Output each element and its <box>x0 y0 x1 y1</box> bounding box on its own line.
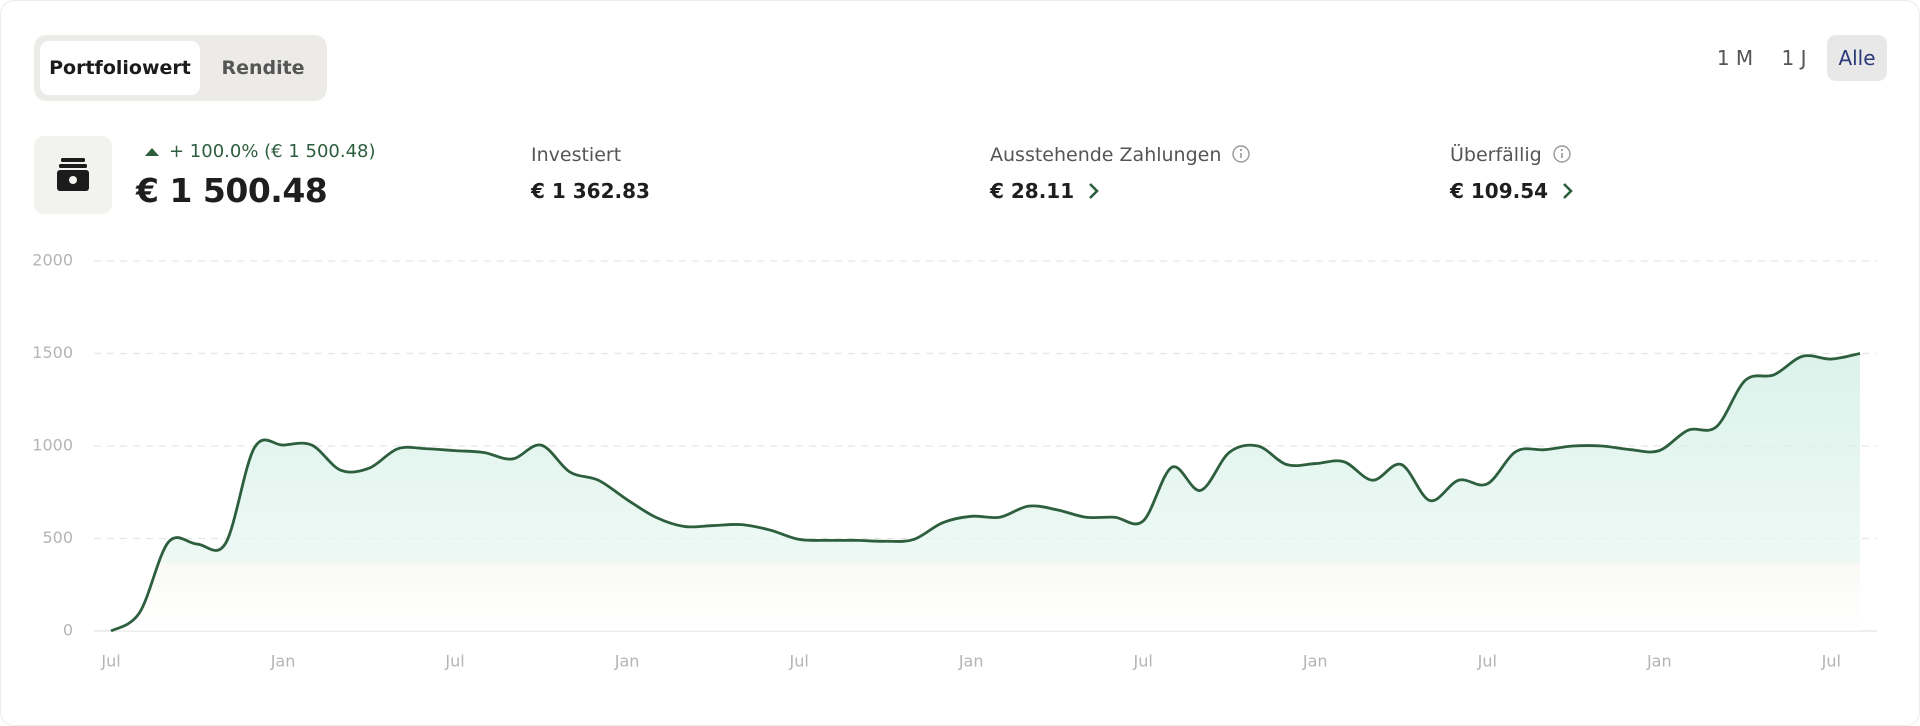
portfolio-icon <box>34 136 112 214</box>
x-tick-label: Jul <box>1133 652 1153 671</box>
stat-label-text: Überfällig <box>1450 144 1542 166</box>
y-tick-label: 1000 <box>32 436 73 455</box>
range-button[interactable]: 1 J <box>1781 46 1807 70</box>
y-tick-label: 1500 <box>32 343 73 362</box>
stat-value[interactable]: € 109.54 <box>1450 179 1575 203</box>
portfolio-change: + 100.0% (€ 1 500.48) <box>169 141 376 162</box>
x-tick-label: Jul <box>1477 652 1497 671</box>
y-tick-label: 0 <box>63 621 73 640</box>
y-tick-label: 500 <box>42 528 73 547</box>
stat-value-text: € 28.11 <box>990 179 1075 203</box>
x-tick-label: Jan <box>1302 652 1328 671</box>
up-arrow <box>145 148 159 156</box>
line <box>110 352 1861 633</box>
y-tick-label: 2000 <box>32 251 73 270</box>
tab[interactable]: Rendite <box>221 57 305 79</box>
x-tick-label: Jan <box>958 652 984 671</box>
range-button[interactable]: Alle <box>1827 35 1887 81</box>
safe-icon <box>57 158 89 191</box>
stat-value-text: € 109.54 <box>1450 179 1549 203</box>
x-tick-label: Jul <box>788 652 808 671</box>
info-icon[interactable] <box>1552 144 1572 164</box>
x-tick-label: Jan <box>614 652 640 671</box>
tab[interactable]: Portfoliowert <box>40 41 200 95</box>
range-button[interactable]: 1 M <box>1716 46 1754 70</box>
tab-group: Portfoliowert Rendite <box>34 35 327 101</box>
stat-label-text: Ausstehende Zahlungen <box>990 144 1222 166</box>
stat-value[interactable]: € 28.11 <box>990 179 1101 203</box>
info-icon[interactable] <box>1231 144 1251 164</box>
stat-label: Investiert <box>531 144 622 166</box>
chevron <box>1563 183 1573 199</box>
stat-label: Überfällig <box>1450 144 1572 166</box>
area <box>111 353 1860 631</box>
chevron <box>1089 183 1099 199</box>
stat-label: Ausstehende Zahlungen <box>990 144 1251 166</box>
x-tick-label: Jul <box>100 652 120 671</box>
x-tick-label: Jan <box>1646 652 1672 671</box>
portfolio-value: € 1 500.48 <box>136 171 328 210</box>
x-tick-label: Jul <box>444 652 464 671</box>
x-tick-label: Jul <box>1821 652 1841 671</box>
stat-value: € 1 362.83 <box>531 179 650 203</box>
x-tick-label: Jan <box>270 652 296 671</box>
